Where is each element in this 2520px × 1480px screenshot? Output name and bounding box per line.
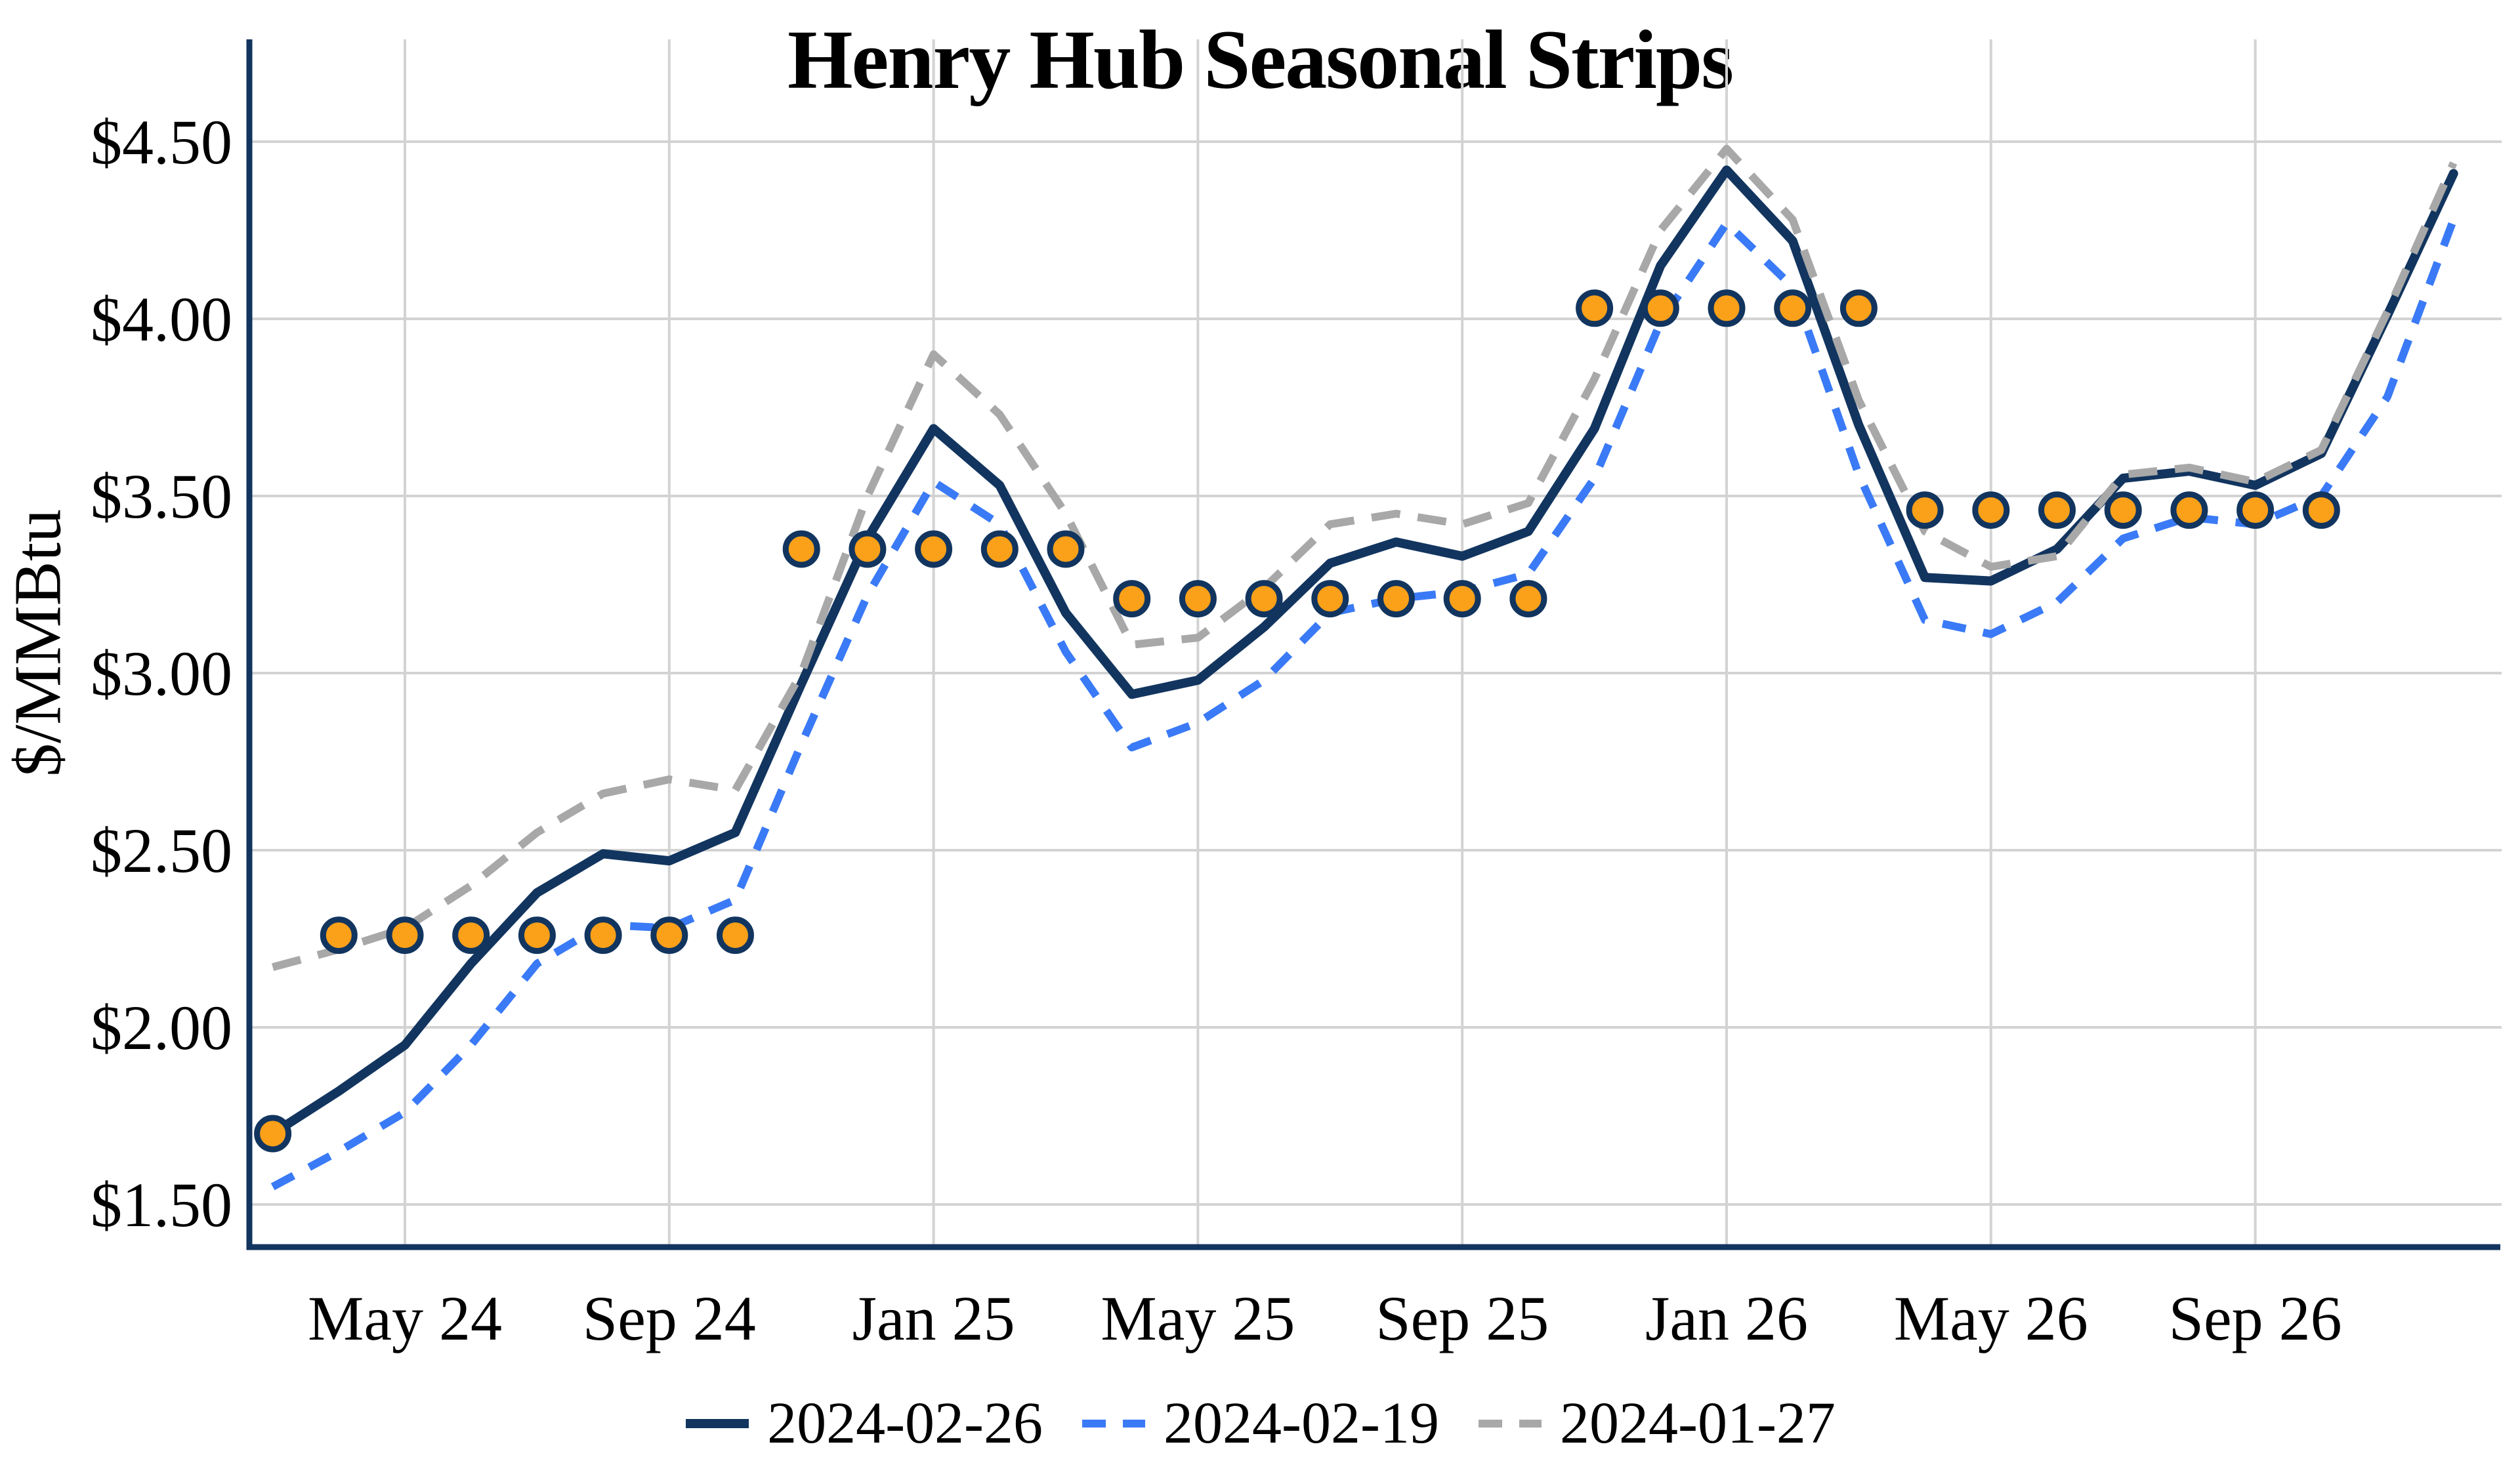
series-line-2024-02-19 (270, 218, 2458, 1191)
legend-label: 2024-01-27 (1559, 1391, 1836, 1456)
x-tick-label: Sep 25 (1376, 1283, 1549, 1353)
legend-item-2024-02-26: 2024-02-26 (684, 1389, 1043, 1457)
x-tick-label: Jan 26 (1645, 1283, 1808, 1353)
strip-marker (452, 916, 490, 955)
strip-marker (386, 916, 424, 955)
strip-marker (2038, 491, 2076, 529)
strip-marker (518, 916, 556, 955)
y-tick-label: $1.50 (91, 1170, 232, 1240)
strip-marker (584, 916, 622, 955)
y-tick-label: $3.00 (91, 638, 232, 709)
legend-item-2024-02-19: 2024-02-19 (1081, 1389, 1439, 1457)
strip-marker (1047, 530, 1085, 568)
legend-solid-line-icon (686, 1418, 749, 1428)
strip-marker (320, 916, 358, 955)
strip-marker (1245, 580, 1283, 618)
y-tick-label: $4.50 (91, 107, 232, 177)
strip-marker (2302, 491, 2340, 529)
x-tick-label: Jan 25 (852, 1283, 1015, 1353)
strip-marker (782, 530, 820, 568)
strip-marker (1509, 580, 1547, 618)
x-tick-label: Sep 26 (2169, 1283, 2342, 1353)
strip-marker (1311, 580, 1349, 618)
series-line-2024-01-27 (272, 144, 2458, 971)
y-tick-label: $4.00 (91, 284, 232, 354)
strip-marker (1641, 289, 1679, 327)
strip-marker (1576, 289, 1614, 327)
legend-dashed-line-icon (1082, 1419, 1146, 1428)
strip-marker (1443, 580, 1481, 618)
series-line-2024-02-26 (268, 165, 2458, 1138)
strip-marker (849, 530, 887, 568)
strip-marker (1179, 580, 1217, 618)
y-tick-label: $3.50 (91, 461, 232, 531)
strip-marker (1839, 289, 1878, 327)
x-tick-label: Sep 24 (583, 1283, 756, 1353)
strip-marker (1377, 580, 1415, 618)
y-tick-label: $2.50 (91, 815, 232, 886)
legend-dashed-line-icon (1478, 1419, 1542, 1428)
x-tick-label: May 25 (1101, 1283, 1295, 1353)
strip-marker (2236, 491, 2275, 529)
strip-marker (2104, 491, 2142, 529)
strip-marker (980, 530, 1018, 568)
legend-label: 2024-02-19 (1164, 1391, 1439, 1456)
x-tick-label: May 26 (1894, 1283, 2088, 1353)
x-tick-label: May 24 (308, 1283, 502, 1353)
strip-marker (1113, 580, 1151, 618)
chart-title: Henry Hub Seasonal Strips (787, 13, 1734, 106)
strip-marker (650, 916, 688, 955)
y-tick-label: $2.00 (91, 993, 232, 1063)
strip-marker (2170, 491, 2208, 529)
strip-marker (254, 1115, 292, 1153)
strip-marker (717, 916, 754, 955)
strip-marker (1972, 491, 2010, 529)
legend: 2024-02-26 2024-02-19 2024-01-27 (0, 1389, 2520, 1457)
legend-item-2024-01-27: 2024-01-27 (1477, 1389, 1836, 1457)
legend-label: 2024-02-26 (767, 1391, 1043, 1456)
strip-marker (1774, 289, 1812, 327)
strip-marker (915, 530, 953, 568)
strip-marker (1906, 491, 1944, 529)
strip-marker (1708, 289, 1746, 327)
